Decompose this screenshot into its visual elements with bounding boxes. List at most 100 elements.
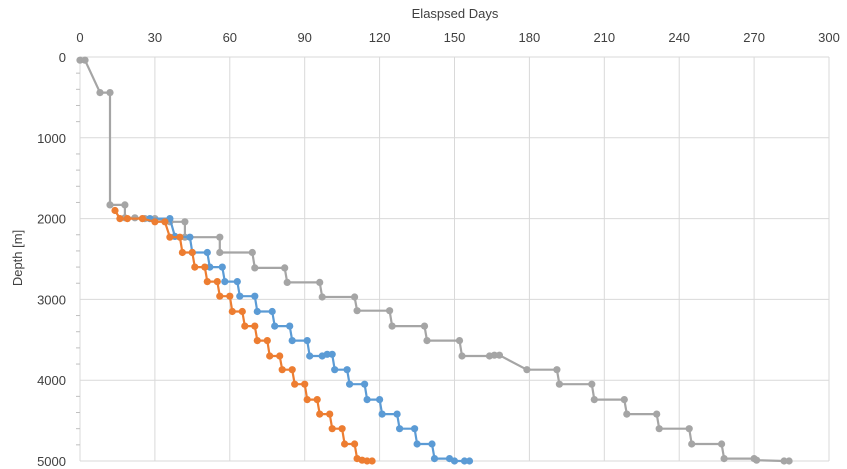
x-tick-label-60: 60 <box>223 30 237 45</box>
series-1-point <box>588 380 596 388</box>
x-tick-label-90: 90 <box>297 30 311 45</box>
series-2-point <box>236 292 244 300</box>
x-axis-title: Elaspsed Days <box>412 6 499 21</box>
x-tick-label-150: 150 <box>444 30 466 45</box>
series-3-line <box>114 209 373 463</box>
y-tick-label-5000: 5000 <box>37 454 66 469</box>
series-1-point <box>216 248 224 257</box>
series-2-point <box>288 337 296 345</box>
series-3-point <box>341 440 349 448</box>
series-1-point <box>181 218 189 226</box>
series-3-point <box>201 263 209 271</box>
series-1-point <box>653 410 661 418</box>
series-1-point <box>423 337 431 345</box>
y-tick-label-2000: 2000 <box>37 212 66 227</box>
series-1-point <box>720 455 728 463</box>
series-3-point <box>213 278 221 286</box>
series-1-point <box>655 425 663 433</box>
series-2-point <box>411 425 419 433</box>
series-3-point <box>216 292 224 300</box>
series-2-point <box>393 410 401 418</box>
series-1-point <box>106 201 114 209</box>
series-1-point <box>76 56 84 64</box>
series-2-point <box>218 263 226 271</box>
series-1-point <box>81 56 89 64</box>
tick-labels: 0 30 60 90 120 150 180 210 240 270 300010002000300… <box>37 30 840 469</box>
series-3-point <box>138 215 146 223</box>
series-3-point <box>166 233 174 241</box>
series-1-point <box>718 440 726 448</box>
series-1-point <box>248 248 256 257</box>
series-2-point <box>286 322 294 330</box>
series-1-point <box>685 425 693 433</box>
x-tick-label-210: 210 <box>593 30 615 45</box>
series-3-point <box>228 307 236 316</box>
series-3-point <box>326 410 334 418</box>
series-3-point <box>116 215 124 223</box>
series-2 <box>146 215 474 465</box>
x-tick-label-30: 30 <box>148 30 162 45</box>
series-1-line <box>80 59 790 463</box>
series-3-point <box>303 396 311 404</box>
y-tick-label-0: 0 <box>59 50 66 65</box>
series-3-point <box>151 218 159 226</box>
x-tick-label-120: 120 <box>369 30 391 45</box>
series-3-point <box>288 366 296 374</box>
series-3-point <box>291 380 299 388</box>
series-1-point <box>753 456 761 464</box>
series-3-point <box>313 396 321 404</box>
series-2-point <box>331 366 339 374</box>
series-3-point <box>178 248 186 257</box>
series-layer <box>76 56 793 465</box>
x-tick-label-0: 0 <box>76 30 83 45</box>
series-1-point <box>455 337 464 345</box>
series-3-point <box>301 380 309 388</box>
series-2-point <box>253 307 261 316</box>
series-2-point <box>460 457 469 465</box>
series-2-point <box>465 457 474 465</box>
series-1 <box>76 56 793 465</box>
series-1-point <box>623 410 631 418</box>
y-tick-label-4000: 4000 <box>37 373 66 388</box>
series-1-point <box>495 351 503 359</box>
series-1-point <box>490 351 498 359</box>
series-3-point <box>266 352 274 360</box>
series-1-point <box>590 396 598 404</box>
series-1-point <box>620 396 628 404</box>
series-2-point <box>306 352 314 360</box>
series-3-point <box>203 278 211 286</box>
series-2-point <box>378 410 386 418</box>
series-1-point <box>553 366 561 374</box>
series-3-point <box>123 215 131 223</box>
series-3-point <box>263 337 271 345</box>
series-2-point <box>268 307 276 316</box>
series-2-point <box>361 380 369 388</box>
series-2-point <box>363 396 371 404</box>
series-1-point <box>523 366 531 374</box>
series-3-point <box>328 425 336 433</box>
x-tick-label-180: 180 <box>519 30 541 45</box>
series-3-point <box>251 322 259 330</box>
x-tick-label-300: 300 <box>818 30 840 45</box>
series-3-point <box>338 425 346 433</box>
series-1-point <box>555 380 564 388</box>
series-2-point <box>271 322 279 330</box>
y-axis-title: Depth [m] <box>10 230 25 286</box>
y-tick-label-3000: 3000 <box>37 292 66 307</box>
series-1-point <box>785 457 793 465</box>
series-2-point <box>186 233 194 241</box>
series-2-point <box>376 396 384 404</box>
series-1-point <box>96 89 104 97</box>
series-3-point <box>226 292 234 300</box>
series-1-point <box>353 307 361 315</box>
series-3-point <box>278 366 286 374</box>
series-2-point <box>430 455 439 463</box>
series-1-point <box>251 264 259 272</box>
series-2-point <box>303 337 311 345</box>
series-1-point <box>216 233 224 241</box>
series-1-point <box>458 352 466 360</box>
series-3-point <box>253 337 261 345</box>
series-1-point <box>106 89 114 97</box>
series-2-point <box>396 425 404 433</box>
series-2-point <box>346 380 354 388</box>
